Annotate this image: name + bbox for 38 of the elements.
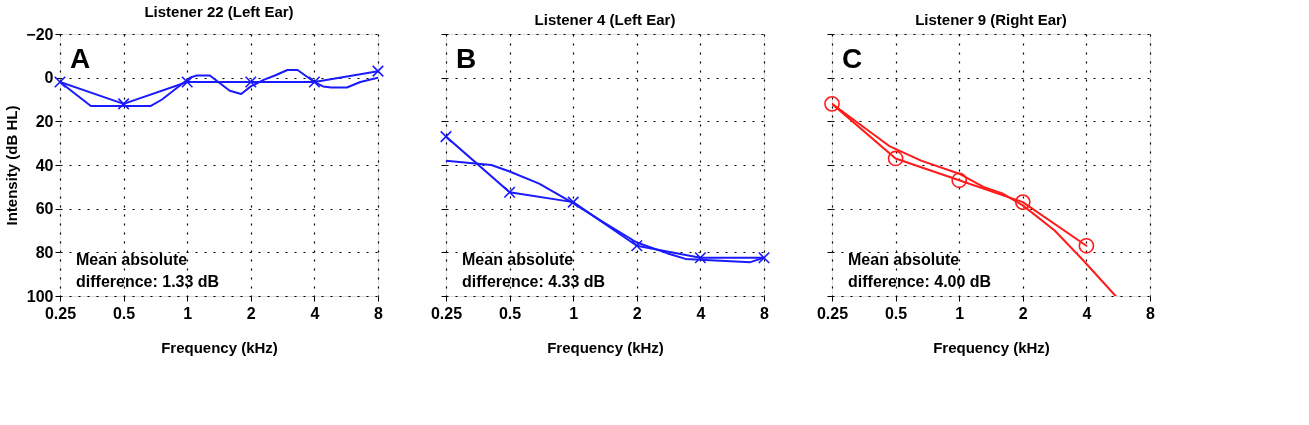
x-tick-label: 0.5 xyxy=(112,304,136,322)
x-tick-label: 4 xyxy=(310,304,320,322)
y-tick-label: 80 xyxy=(35,243,54,261)
chart-title: Listener 22 (Left Ear) xyxy=(144,3,294,20)
chart-title: Listener 4 (Left Ear) xyxy=(534,10,676,28)
x-tick-label: 0.25 xyxy=(44,304,77,322)
annotation: A xyxy=(70,43,91,74)
x-tick-label: 0.5 xyxy=(498,304,522,322)
x-axis-title: Frequency (kHz) xyxy=(933,338,1050,356)
x-tick-label: 8 xyxy=(1146,304,1156,322)
x-tick-label: 1 xyxy=(569,304,579,322)
annotation: C xyxy=(842,43,863,74)
annotation: Mean absolute difference: 4.33 dB xyxy=(462,251,606,290)
x-tick-label: 8 xyxy=(760,304,770,322)
x-tick-label: 2 xyxy=(246,304,256,322)
y-tick-label: 100 xyxy=(26,287,54,305)
x-tick-label: 2 xyxy=(632,304,642,322)
y-tick-label: 20 xyxy=(35,112,54,130)
x-tick-label: 1 xyxy=(183,304,193,322)
y-tick-label: 0 xyxy=(44,69,54,87)
y-tick-label: −20 xyxy=(26,25,54,43)
annotation: Mean absolute difference: 1.33 dB xyxy=(76,251,220,290)
chart-title: Listener 9 (Right Ear) xyxy=(915,10,1067,28)
x-tick-label: 0.25 xyxy=(816,304,849,322)
y-tick-label: 60 xyxy=(35,200,54,218)
x-tick-label: 4 xyxy=(696,304,706,322)
annotation: B xyxy=(456,43,477,74)
x-tick-label: 1 xyxy=(955,304,965,322)
x-axis-title: Frequency (kHz) xyxy=(547,338,664,356)
annotation: Mean absolute difference: 4.00 dB xyxy=(848,251,992,290)
x-tick-label: 2 xyxy=(1018,304,1028,322)
x-tick-label: 8 xyxy=(374,304,384,322)
x-tick-label: 0.25 xyxy=(430,304,463,322)
x-tick-label: 4 xyxy=(1082,304,1092,322)
x-tick-label: 0.5 xyxy=(884,304,908,322)
x-axis-title: Frequency (kHz) xyxy=(161,338,278,356)
y-axis-title: Intensity (dB HL) xyxy=(3,105,21,226)
y-tick-label: 40 xyxy=(35,156,54,174)
